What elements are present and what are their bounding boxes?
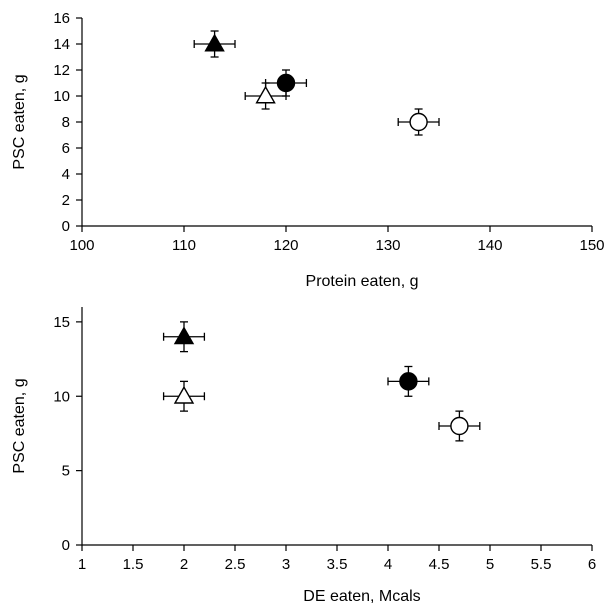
protein-y-tick-label: 12 [53, 62, 70, 79]
protein-open-triangle-marker [255, 85, 276, 104]
protein-filled-circle-marker [276, 73, 296, 93]
de-y-tick-label: 10 [53, 388, 70, 405]
protein-x-tick-label: 130 [375, 237, 400, 254]
protein-y-tick-label: 8 [62, 114, 70, 131]
protein-axes [81, 18, 592, 227]
de-open-circle-marker [450, 416, 469, 436]
protein-x-tick-label: 150 [579, 237, 604, 254]
de-x-tick-label: 2 [180, 556, 188, 573]
de-x-tick-label: 6 [588, 556, 596, 573]
protein-x-tick-label: 140 [477, 237, 502, 254]
de-open-triangle-marker [173, 385, 195, 404]
de-y-tick-label: 0 [62, 537, 70, 554]
de-x-tick-label: 1.5 [123, 556, 144, 573]
de-x-tick-label: 5.5 [531, 556, 552, 573]
protein-x-tick-label: 120 [273, 237, 298, 254]
protein-y-tick-label: 0 [62, 218, 70, 235]
protein-filled-triangle-marker [204, 33, 225, 52]
de-x-tick-label: 5 [486, 556, 494, 573]
de-filled-triangle-marker [173, 326, 195, 345]
protein-y-tick-label: 4 [62, 166, 70, 183]
de-filled-circle-marker [399, 372, 418, 391]
de-x-tick-label: 3 [282, 556, 290, 573]
de-x-axis-label: DE eaten, Mcals [303, 588, 420, 605]
protein-y-axis-label: PSC eaten, g [11, 74, 28, 169]
protein-x-tick-label: 110 [172, 237, 196, 254]
protein-y-tick-label: 16 [53, 10, 70, 27]
de-x-tick-label: 2.5 [225, 556, 246, 573]
protein-open-circle-marker [409, 112, 428, 132]
de-x-tick-label: 3.5 [327, 556, 348, 573]
protein-y-tick-label: 10 [53, 88, 70, 105]
protein-y-tick-label: 14 [53, 36, 70, 53]
protein-x-tick-label: 100 [69, 237, 94, 254]
de-y-tick-label: 15 [53, 314, 70, 331]
chart-de: 1 1.5 2 2.5 3 3.5 4 4.5 5 5.5 6 0 5 10 15 DE eaten, Mca… [11, 307, 596, 605]
de-y-tick-label: 5 [62, 463, 70, 480]
de-y-axis-label: PSC eaten, g [11, 378, 28, 473]
de-x-tick-label: 1 [78, 556, 86, 573]
protein-x-axis-label: Protein eaten, g [306, 273, 419, 290]
chart-protein: 100 110 120 130 140 150 0 2 4 6 8 10 12 14 16 Protein e… [11, 10, 605, 290]
protein-y-tick-label: 6 [62, 140, 70, 157]
protein-y-tick-label: 2 [62, 192, 70, 209]
de-axes [81, 307, 592, 546]
de-x-tick-label: 4 [384, 556, 392, 573]
de-x-tick-label: 4.5 [429, 556, 450, 573]
